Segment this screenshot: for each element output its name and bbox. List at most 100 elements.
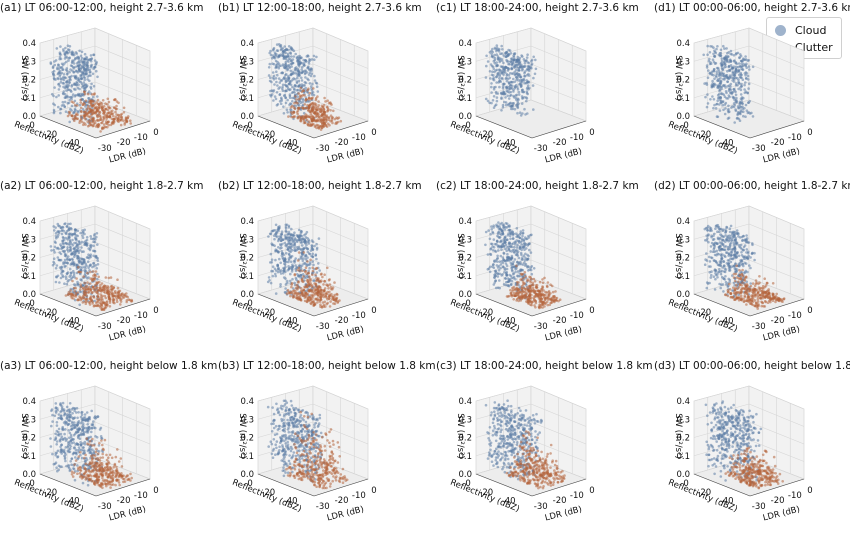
data-point (335, 293, 338, 296)
data-point (70, 109, 73, 112)
ldr-tick-label: 0 (371, 306, 376, 316)
data-point (499, 223, 502, 226)
data-point (300, 231, 303, 234)
data-point (508, 274, 511, 277)
data-point (67, 88, 70, 91)
data-point (726, 76, 729, 79)
data-point (50, 249, 53, 252)
data-point (512, 288, 515, 291)
data-point (79, 257, 82, 260)
data-point (315, 243, 318, 246)
data-point (515, 249, 518, 252)
ldr-axis-label: LDR (dB) (326, 325, 365, 344)
ldr-tick-label: -30 (98, 144, 112, 154)
data-point (305, 107, 308, 110)
data-point (303, 239, 306, 242)
data-point (295, 85, 298, 88)
data-point (95, 283, 98, 286)
data-point (290, 84, 293, 87)
data-point (84, 53, 87, 56)
data-point (519, 278, 522, 281)
data-point (90, 245, 93, 248)
data-point (294, 244, 297, 247)
data-point (65, 261, 68, 264)
data-point (289, 88, 292, 91)
data-point (530, 64, 533, 67)
data-point (76, 245, 79, 248)
data-point (308, 290, 311, 293)
data-point (522, 232, 525, 235)
data-point (292, 77, 295, 80)
data-point (273, 78, 276, 81)
data-point (711, 71, 714, 74)
data-point (306, 89, 309, 92)
data-point (706, 229, 709, 232)
data-point (291, 282, 294, 285)
data-point (504, 96, 507, 99)
data-point (55, 96, 58, 99)
data-point (71, 62, 74, 65)
data-point (513, 246, 516, 249)
data-point (725, 281, 728, 284)
data-point (503, 271, 506, 274)
data-point (736, 77, 739, 80)
data-point (306, 256, 309, 259)
data-point (285, 227, 288, 230)
data-point (706, 83, 709, 86)
data-point (81, 229, 84, 232)
data-point (284, 74, 287, 77)
data-point (508, 245, 511, 248)
data-point (503, 69, 506, 72)
data-point (506, 274, 509, 277)
data-point (284, 63, 287, 66)
chart-a1: 0.00.10.20.30.4SW (m²/s²)0-20-40Reflecti… (10, 18, 195, 178)
data-point (287, 243, 290, 246)
data-point (324, 305, 327, 308)
data-point (269, 63, 272, 66)
data-point (514, 74, 517, 77)
data-point (288, 58, 291, 61)
data-point (313, 55, 316, 58)
data-point (503, 101, 506, 104)
z-axis-label: SW (m²/s²) (237, 233, 247, 279)
data-point (324, 295, 327, 298)
data-point (65, 242, 68, 245)
data-point (498, 279, 501, 282)
panel-title-b1: (b1) LT 12:00-18:00, height 2.7-3.6 km (218, 2, 422, 14)
data-point (489, 233, 492, 236)
data-point (71, 259, 74, 262)
data-point (87, 111, 90, 114)
z-axis-label: SW (m²/s²) (237, 55, 247, 101)
data-point (86, 59, 89, 62)
data-point (740, 100, 743, 103)
data-point (542, 301, 545, 304)
data-point (509, 87, 512, 90)
data-point (70, 96, 73, 99)
data-point (323, 122, 326, 125)
data-point (749, 267, 752, 270)
data-point (278, 62, 281, 65)
data-point (279, 283, 282, 286)
ldr-axis-label: LDR (dB) (326, 147, 365, 166)
data-point (58, 281, 61, 284)
data-point (496, 240, 499, 243)
data-point (301, 278, 304, 281)
data-point (487, 100, 490, 103)
data-point (73, 287, 76, 290)
data-point (706, 64, 709, 67)
data-point (340, 120, 343, 123)
data-point (92, 119, 95, 122)
data-point (748, 111, 751, 114)
data-point (111, 118, 114, 121)
data-point (277, 54, 280, 57)
data-point (271, 258, 274, 261)
data-point (718, 75, 721, 78)
data-point (307, 248, 310, 251)
data-point (93, 250, 96, 253)
data-point (67, 255, 70, 258)
data-point (706, 45, 709, 48)
data-point (113, 106, 116, 109)
data-point (513, 66, 516, 69)
data-point (96, 232, 99, 235)
data-point (59, 45, 62, 48)
